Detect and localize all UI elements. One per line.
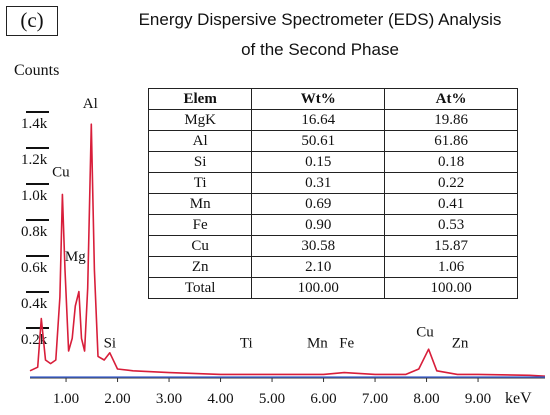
cell-elem: Si — [147, 151, 253, 173]
cell-at: 1.06 — [384, 256, 518, 278]
peak-label: Mn — [307, 335, 328, 351]
cell-elem: Total — [147, 277, 253, 299]
peak-label: Ti — [240, 335, 253, 351]
x-tick-label: 6.00 — [310, 391, 336, 407]
y-tick-label: 0.6k — [21, 260, 48, 276]
cell-elem: Zn — [147, 256, 253, 278]
y-axis-label: Counts — [14, 62, 60, 79]
table-header-row: Elem Wt% At% — [147, 88, 518, 110]
cell-elem: Fe — [147, 214, 253, 236]
chart-title: Energy Dispersive Spectrometer (EDS) Ana… — [138, 10, 502, 29]
peak-label: Cu — [52, 164, 70, 180]
header-elem: Elem — [147, 88, 253, 110]
peak-label: Zn — [452, 335, 469, 351]
cell-wt: 100.00 — [251, 277, 386, 299]
cell-elem: Cu — [147, 235, 253, 257]
cell-at: 19.86 — [384, 109, 518, 131]
cell-wt: 30.58 — [251, 235, 386, 257]
cell-at: 0.22 — [384, 172, 518, 194]
cell-at: 100.00 — [384, 277, 518, 299]
x-tick-label: 1.00 — [53, 391, 79, 407]
y-tick-label: 1.4k — [21, 116, 48, 132]
x-tick-label: 2.00 — [104, 391, 130, 407]
cell-wt: 0.69 — [251, 193, 386, 215]
table-row: Al 50.61 61.86 — [147, 130, 518, 152]
table-row: Ti 0.31 0.22 — [147, 172, 518, 194]
peak-label: Al — [83, 96, 98, 112]
cell-wt: 50.61 — [251, 130, 386, 152]
peak-label: Cu — [416, 325, 434, 341]
cell-at: 0.53 — [384, 214, 518, 236]
cell-wt: 2.10 — [251, 256, 386, 278]
x-tick-label: 3.00 — [156, 391, 182, 407]
x-tick-label: 7.00 — [362, 391, 388, 407]
cell-at: 15.87 — [384, 235, 518, 257]
y-ticks: 0.2k 0.4k 0.6k 0.8k 1.0k 1.2k 1.4k — [21, 111, 49, 348]
spectrum-line — [29, 123, 546, 377]
table-row: Zn 2.10 1.06 — [147, 256, 518, 278]
cell-at: 0.41 — [384, 193, 518, 215]
x-tick-label: 8.00 — [413, 391, 439, 407]
chart-subtitle: of the Second Phase — [241, 40, 399, 59]
cell-at: 0.18 — [384, 151, 518, 173]
header-at: At% — [384, 88, 518, 110]
x-tick-label: 4.00 — [207, 391, 233, 407]
peak-label: Fe — [339, 335, 354, 351]
table-row: Si 0.15 0.18 — [147, 151, 518, 173]
table-body: MgK 16.64 19.86 Al 50.61 61.86 Si 0.15 0.18 Ti 0.3… — [147, 109, 518, 299]
peak-label: Si — [104, 335, 117, 351]
x-tick-label: 5.00 — [259, 391, 285, 407]
cell-elem: Mn — [147, 193, 253, 215]
table-row: MgK 16.64 19.86 — [147, 109, 518, 131]
cell-elem: MgK — [147, 109, 253, 131]
header-wt: Wt% — [251, 88, 386, 110]
y-tick-label: 0.4k — [21, 296, 48, 312]
x-ticks: 1.00 2.00 3.00 4.00 5.00 6.00 7.00 8.00 9.00 — [53, 378, 491, 407]
table-row: Total 100.00 100.00 — [147, 277, 518, 299]
cell-elem: Ti — [147, 172, 253, 194]
table-row: Mn 0.69 0.41 — [147, 193, 518, 215]
cell-wt: 0.31 — [251, 172, 386, 194]
panel-label: (c) — [6, 6, 58, 36]
cell-at: 61.86 — [384, 130, 518, 152]
composition-table: Elem Wt% At% MgK 16.64 19.86 Al 50.61 61.86 Si… — [147, 88, 518, 299]
table-row: Cu 30.58 15.87 — [147, 235, 518, 257]
cell-wt: 0.15 — [251, 151, 386, 173]
x-tick-label: 9.00 — [465, 391, 491, 407]
cell-elem: Al — [147, 130, 253, 152]
y-tick-label: 1.0k — [21, 188, 48, 204]
y-tick-label: 0.8k — [21, 224, 48, 240]
table-row: Fe 0.90 0.53 — [147, 214, 518, 236]
cell-wt: 16.64 — [251, 109, 386, 131]
y-tick-label: 1.2k — [21, 152, 48, 168]
cell-wt: 0.90 — [251, 214, 386, 236]
y-tick-label: 0.2k — [21, 332, 48, 348]
x-axis-label: keV — [505, 390, 532, 407]
spectrum-series — [29, 123, 546, 378]
peak-label: Mg — [65, 249, 86, 265]
